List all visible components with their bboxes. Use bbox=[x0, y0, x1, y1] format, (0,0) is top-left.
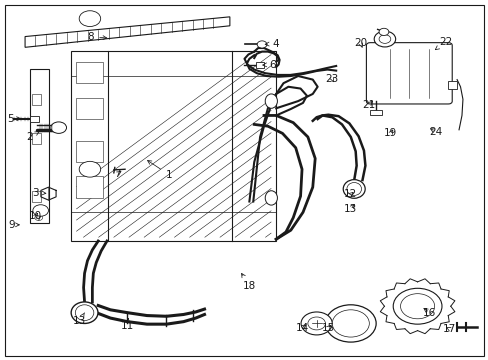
Text: 2: 2 bbox=[26, 132, 39, 142]
Text: 18: 18 bbox=[241, 274, 256, 291]
Text: 22: 22 bbox=[434, 37, 451, 50]
Circle shape bbox=[257, 41, 266, 48]
Ellipse shape bbox=[343, 180, 365, 198]
Text: 13: 13 bbox=[344, 204, 357, 214]
Text: 13: 13 bbox=[73, 313, 86, 325]
Bar bbox=[255, 62, 263, 68]
Bar bbox=[71, 51, 276, 241]
Text: 3: 3 bbox=[32, 188, 46, 198]
Text: 1: 1 bbox=[147, 161, 172, 180]
Text: 6: 6 bbox=[262, 59, 276, 69]
Text: 7: 7 bbox=[114, 168, 121, 179]
Bar bbox=[32, 191, 41, 202]
Text: 16: 16 bbox=[422, 308, 435, 318]
Circle shape bbox=[325, 305, 375, 342]
Circle shape bbox=[33, 205, 48, 216]
Text: 15: 15 bbox=[321, 323, 334, 333]
Bar bbox=[447, 81, 456, 89]
Polygon shape bbox=[25, 17, 229, 47]
Text: 19: 19 bbox=[384, 129, 397, 138]
Ellipse shape bbox=[71, 302, 98, 323]
Ellipse shape bbox=[264, 191, 277, 205]
Bar bbox=[76, 140, 103, 162]
Text: 24: 24 bbox=[428, 127, 441, 136]
Circle shape bbox=[35, 215, 42, 221]
Text: 10: 10 bbox=[29, 211, 42, 221]
Circle shape bbox=[301, 312, 331, 335]
FancyBboxPatch shape bbox=[366, 42, 451, 104]
Text: 23: 23 bbox=[325, 74, 338, 84]
Circle shape bbox=[331, 310, 368, 337]
Bar bbox=[76, 62, 103, 83]
Circle shape bbox=[51, 122, 66, 134]
Text: 14: 14 bbox=[295, 323, 308, 333]
Text: 8: 8 bbox=[87, 32, 106, 41]
Text: 20: 20 bbox=[353, 38, 366, 48]
Text: 21: 21 bbox=[362, 100, 375, 110]
Text: 12: 12 bbox=[344, 189, 357, 199]
Circle shape bbox=[79, 161, 101, 177]
Bar bbox=[32, 94, 41, 105]
Text: 4: 4 bbox=[264, 39, 279, 49]
Bar bbox=[76, 98, 103, 119]
Text: 17: 17 bbox=[442, 324, 455, 334]
Bar bbox=[30, 69, 49, 223]
Text: 9: 9 bbox=[8, 220, 20, 230]
Ellipse shape bbox=[264, 94, 277, 108]
Circle shape bbox=[392, 288, 441, 324]
Bar bbox=[30, 116, 39, 122]
Circle shape bbox=[378, 28, 388, 36]
Ellipse shape bbox=[346, 183, 361, 195]
Bar bbox=[369, 110, 381, 115]
Text: 11: 11 bbox=[121, 319, 134, 331]
Ellipse shape bbox=[75, 305, 94, 320]
Circle shape bbox=[378, 35, 390, 43]
Text: 5: 5 bbox=[7, 114, 20, 124]
Circle shape bbox=[373, 31, 395, 47]
Circle shape bbox=[307, 317, 325, 330]
Bar bbox=[76, 176, 103, 198]
Bar bbox=[32, 134, 41, 144]
Circle shape bbox=[79, 11, 101, 27]
Circle shape bbox=[400, 294, 434, 319]
